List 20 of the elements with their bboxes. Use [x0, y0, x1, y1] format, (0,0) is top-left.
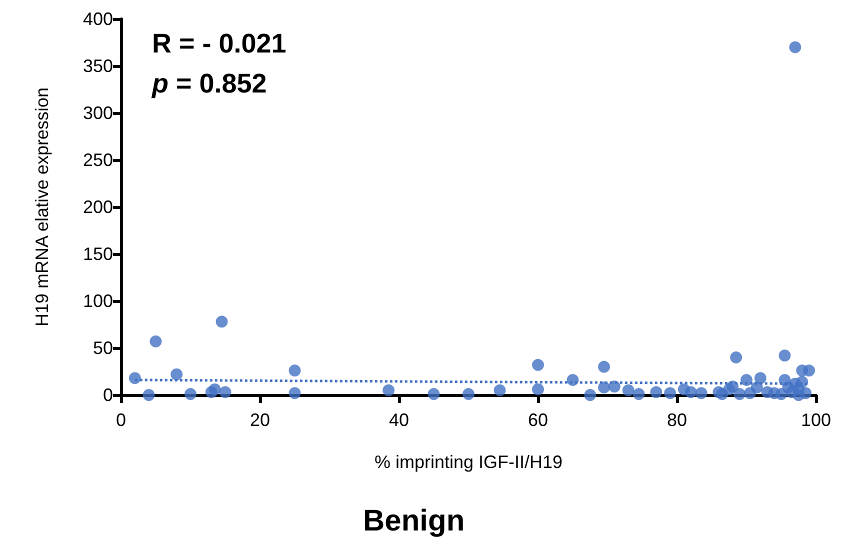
annotation: R = - 0.021 — [152, 28, 286, 58]
annotation: p = 0.852 — [151, 68, 267, 98]
x-axis-title: % imprinting IGF-II/H19 — [374, 452, 563, 472]
x-tick-label: 100 — [800, 410, 832, 430]
y-tick-label: 200 — [82, 197, 113, 217]
x-tick-label: 60 — [528, 410, 548, 430]
x-tick-label: 40 — [388, 410, 410, 430]
y-tick-label: 350 — [82, 56, 113, 76]
y-tick-label: 250 — [82, 150, 113, 170]
y-tick-label: 400 — [82, 9, 113, 29]
x-tick-label: 20 — [250, 410, 270, 430]
y-tick-label: 300 — [82, 103, 113, 123]
y-tick-label: 150 — [82, 244, 113, 264]
y-tick-label: 0 — [102, 385, 113, 405]
y-tick-label: 50 — [92, 338, 113, 358]
text: Benign — [363, 504, 465, 538]
x-tick-label: 80 — [666, 410, 688, 430]
x-tick-label: 0 — [116, 410, 126, 430]
y-axis-title: H19 mRNA elative expression — [32, 87, 52, 327]
y-tick-label: 100 — [82, 291, 113, 311]
